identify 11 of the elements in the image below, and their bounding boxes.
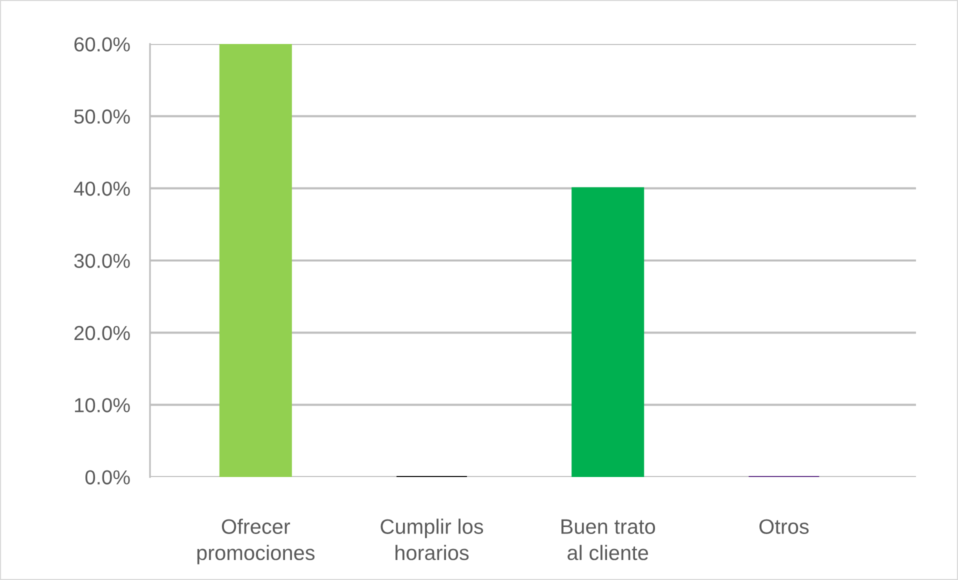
y-tick-label: 10.0%	[74, 398, 130, 412]
x-tick-label: Ofrecer promociones	[197, 518, 315, 564]
y-tick-label: 60.0%	[74, 37, 130, 52]
y-tick-label: 20.0%	[74, 326, 130, 340]
y-tick-label: 30.0%	[74, 254, 130, 268]
x-tick-label: Otros	[759, 519, 809, 534]
y-tick-label: 40.0%	[74, 182, 130, 196]
x-tick-label: Cumplir los horarios	[380, 518, 484, 560]
y-tick-label: 50.0%	[74, 109, 130, 124]
x-tick-label: Buen trato al cliente	[561, 519, 656, 560]
y-tick-label: 0.0%	[85, 470, 130, 484]
